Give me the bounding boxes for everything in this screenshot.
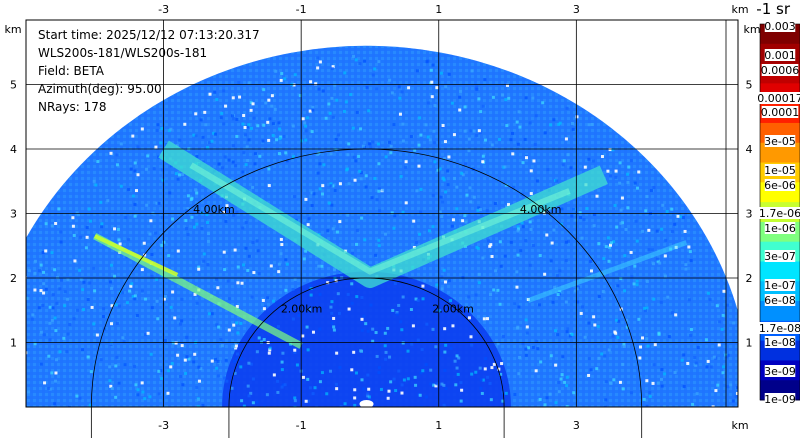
colorbar-tick-label: 6e-08 bbox=[764, 294, 796, 307]
colorbar-label-bg bbox=[764, 164, 796, 176]
colorbar-label-bg bbox=[764, 279, 796, 291]
colorbar-tick-label: 6e-06 bbox=[764, 179, 796, 192]
colorbar-tick-label: 1e-09 bbox=[764, 393, 796, 406]
colorbar-label-bg bbox=[764, 179, 796, 191]
origin-blip bbox=[359, 400, 374, 407]
start-time-label: Start time: 2025/12/12 07:13:20.317 bbox=[38, 28, 260, 42]
colorbar-tick-label: 3e-09 bbox=[764, 365, 796, 378]
x-tick-label-bottom: -1 bbox=[296, 419, 307, 432]
plot-frame bbox=[25, 19, 739, 408]
colorbar-label-bg bbox=[764, 294, 796, 306]
colorbar-label-bg bbox=[764, 49, 796, 61]
colorbar-label-bg bbox=[764, 365, 796, 377]
colorbar-tick-label: 0.00017 bbox=[757, 92, 800, 105]
y-tick-label-left: 3 bbox=[10, 208, 17, 221]
colorbar-label-bg bbox=[758, 322, 800, 334]
y-tick-label-left: 2 bbox=[10, 272, 17, 285]
scan-info: Start time: 2025/12/12 07:13:20.317 WLS2… bbox=[38, 26, 260, 116]
colorbar-tick-label: 1.7e-08 bbox=[759, 322, 800, 335]
x-tick-label-top: 1 bbox=[435, 3, 442, 16]
y-tick-label-right: 2 bbox=[746, 272, 753, 285]
colorbar-tick-label: 0.0001 bbox=[761, 106, 800, 119]
colorbar-tick-label: 1.7e-06 bbox=[759, 207, 800, 220]
colorbar-tick-label: 0.0006 bbox=[761, 64, 800, 77]
x-unit-top: km bbox=[731, 3, 748, 16]
colorbar-tick-label: 3e-07 bbox=[764, 250, 796, 263]
colorbar-tick-label: 3e-05 bbox=[764, 135, 796, 148]
colorbar-segment bbox=[760, 142, 800, 164]
v-band-core bbox=[189, 162, 571, 275]
colorbar-tick-label: 1e-08 bbox=[764, 336, 796, 349]
y-tick-label-right: 5 bbox=[746, 79, 753, 92]
y-unit-left: km bbox=[4, 23, 21, 36]
range-ring-label: 2.00km bbox=[432, 303, 474, 316]
x-tick-label-top: 3 bbox=[573, 3, 580, 16]
y-tick-label-right: 3 bbox=[746, 208, 753, 221]
colorbar-tick-label: 0.003 bbox=[764, 20, 796, 33]
nrays-label: NRays: 178 bbox=[38, 100, 107, 114]
range-ring-label: 2.00km bbox=[281, 303, 323, 316]
azimuth-label: Azimuth(deg): 95.00 bbox=[38, 82, 162, 96]
colorbar-segment bbox=[760, 301, 800, 322]
x-tick-label-bottom: 1 bbox=[435, 419, 442, 432]
colorbar-label-bg bbox=[764, 135, 796, 147]
range-ring-label: 4.00km bbox=[520, 203, 562, 216]
colorbar-label-bg bbox=[764, 336, 796, 348]
right-plume bbox=[527, 240, 688, 303]
x-tick-label-bottom: -3 bbox=[158, 419, 169, 432]
grid-lines bbox=[26, 20, 738, 407]
source-label: WLS200s-181/WLS200s-181 bbox=[38, 46, 208, 60]
backscatter-field bbox=[26, 46, 738, 407]
range-ring bbox=[90, 148, 643, 442]
range-ring-label: 4.00km bbox=[193, 203, 235, 216]
x-tick-label-top: -3 bbox=[158, 3, 169, 16]
colorbar-tick-label: 1e-07 bbox=[764, 279, 796, 292]
colorbar-label-bg bbox=[764, 20, 796, 32]
field-label: Field: BETA bbox=[38, 64, 104, 78]
y-tick-label-right: 4 bbox=[746, 143, 753, 156]
axes: -3 -3 -1 -1 1 1 3 3 1 1 2 2 3 3 4 4 5 5 km km km km bbox=[4, 3, 760, 432]
y-unit-right: km bbox=[743, 23, 760, 36]
colorbar-tick-label: 1e-06 bbox=[764, 222, 796, 235]
y-tick-label-left: 4 bbox=[10, 143, 17, 156]
y-tick-label-left: 1 bbox=[10, 337, 17, 350]
y-tick-label-right: 1 bbox=[746, 337, 753, 350]
colorbar-tick-label: 1e-05 bbox=[764, 164, 796, 177]
colorbar-label-bg bbox=[761, 106, 799, 118]
colorbar-unit-label: -1 sr bbox=[756, 0, 790, 18]
colorbar-tick-label: 0.001 bbox=[764, 49, 796, 62]
colorbar-segment bbox=[760, 261, 800, 282]
x-unit-bottom: km bbox=[731, 419, 748, 432]
colorbar-label-bg bbox=[758, 92, 800, 104]
colorbar-label-bg bbox=[764, 222, 796, 234]
colorbar-label-bg bbox=[761, 64, 799, 76]
y-tick-label-left: 5 bbox=[10, 79, 17, 92]
colorbar-label-bg bbox=[764, 250, 796, 262]
colorbar-label-bg bbox=[758, 207, 800, 219]
x-tick-label-bottom: 3 bbox=[573, 419, 580, 432]
colorbar-label-bg bbox=[764, 393, 796, 405]
range-rings: 2.00km 2.00km 4.00km 4.00km bbox=[90, 148, 643, 442]
x-tick-label-top: -1 bbox=[296, 3, 307, 16]
